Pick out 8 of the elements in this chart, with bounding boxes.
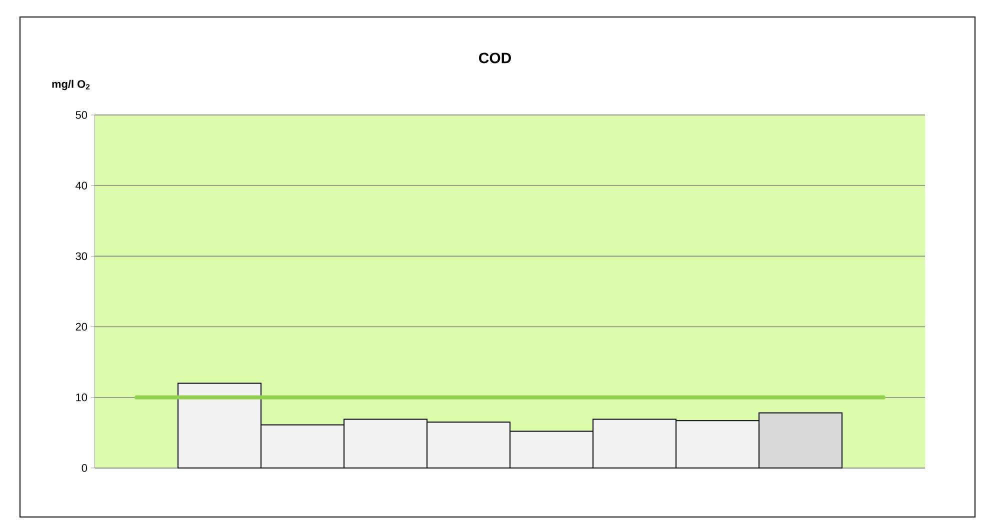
y-tick-label: 40 [76, 182, 88, 190]
y-tick-label: 20 [76, 322, 88, 331]
y-tick-label: 0 [82, 464, 88, 472]
y-tick-label: 10 [76, 394, 88, 402]
chart-title: COD [479, 52, 511, 64]
y-tick-label: 50 [76, 111, 88, 119]
y-axis-title: mg/l O$_{2}$ [52, 80, 90, 90]
y-tick-label: 30 [76, 252, 88, 260]
